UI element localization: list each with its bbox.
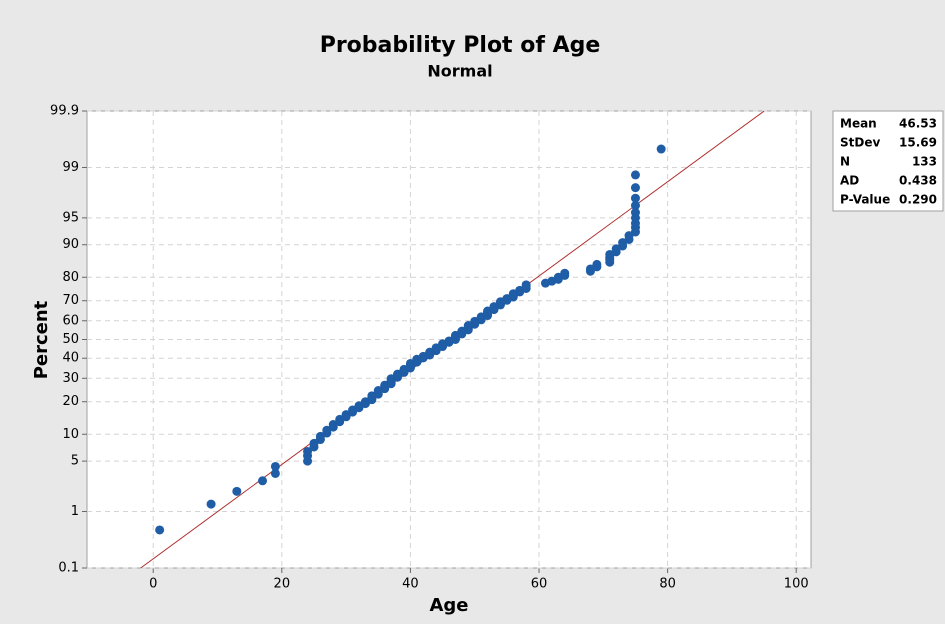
data-point	[656, 144, 666, 154]
data-point	[630, 170, 640, 180]
x-axis-label: Age	[429, 595, 468, 616]
data-point	[560, 268, 570, 278]
stat-label: P-Value	[840, 193, 890, 207]
y-tick-label: 1	[71, 504, 79, 519]
y-tick-label: 10	[62, 427, 79, 442]
x-tick-label: 100	[784, 577, 809, 592]
y-tick-label: 20	[62, 394, 79, 409]
data-point	[521, 280, 531, 290]
y-tick-label: 30	[62, 371, 79, 386]
data-point	[206, 499, 216, 509]
y-tick-label: 70	[62, 293, 79, 308]
x-tick-label: 0	[149, 577, 157, 592]
y-tick-label: 50	[62, 332, 79, 347]
y-tick-label: 99	[62, 160, 79, 175]
x-tick-label: 40	[402, 577, 419, 592]
stat-label: StDev	[840, 136, 880, 150]
chart-subtitle: Normal	[427, 62, 492, 81]
y-axis-label: Percent	[31, 300, 52, 379]
y-tick-label: 0.1	[58, 561, 79, 576]
data-point	[258, 476, 268, 486]
stat-value: 133	[912, 155, 937, 169]
data-point	[232, 486, 242, 496]
data-point	[270, 468, 280, 478]
stat-value: 46.53	[899, 117, 937, 131]
data-point	[630, 183, 640, 193]
stat-value: 0.290	[899, 193, 937, 207]
data-point	[270, 461, 280, 471]
x-tick-label: 60	[531, 577, 548, 592]
stat-label: AD	[840, 174, 859, 188]
y-tick-label: 5	[71, 454, 79, 469]
y-tick-label: 40	[62, 351, 79, 366]
y-tick-label: 80	[62, 270, 79, 285]
stat-value: 0.438	[899, 174, 937, 188]
data-point	[630, 201, 640, 211]
y-tick-label: 99.9	[50, 104, 79, 119]
y-tick-label: 60	[62, 313, 79, 328]
x-tick-label: 80	[659, 577, 676, 592]
stats-box	[832, 110, 944, 212]
y-tick-label: 95	[62, 210, 79, 225]
stat-label: N	[840, 155, 850, 169]
chart-title: Probability Plot of Age	[320, 33, 601, 58]
stat-label: Mean	[840, 117, 877, 131]
x-tick-label: 20	[274, 577, 291, 592]
data-point	[303, 446, 313, 456]
data-point	[630, 193, 640, 203]
data-point	[630, 208, 640, 218]
data-point	[155, 525, 165, 535]
y-tick-label: 90	[62, 237, 79, 252]
data-point	[592, 259, 602, 269]
stat-value: 15.69	[899, 136, 937, 150]
